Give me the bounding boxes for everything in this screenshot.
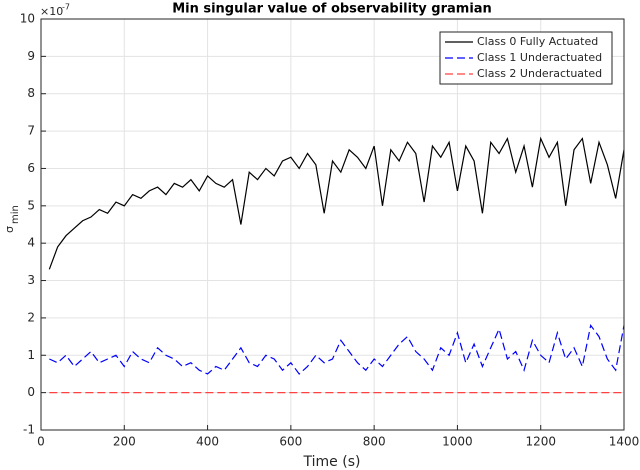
y-tick-label: 9 (27, 49, 35, 63)
y-tick-label: 3 (27, 273, 35, 287)
legend-label: Class 0 Fully Actuated (477, 35, 598, 48)
x-tick-label: 200 (113, 435, 136, 449)
chart-title: Min singular value of observability gram… (172, 2, 492, 17)
y-tick-label: 4 (27, 236, 35, 250)
legend-box (439, 31, 613, 85)
plot-area (41, 19, 624, 430)
x-tick-label: 1000 (442, 435, 473, 449)
legend: Class 0 Fully Actuated Class 1 Underactua… (439, 31, 613, 85)
y-tick-label: 10 (20, 12, 35, 26)
legend-label: Class 2 Underactuated (477, 67, 602, 80)
x-axis-label: Time (s) (303, 454, 361, 470)
x-tick-label: 400 (196, 435, 219, 449)
y-exponent-base: ×10 (40, 5, 63, 18)
y-tick-label: 2 (27, 310, 35, 324)
y-tick-label: -1 (23, 423, 35, 437)
x-tick-label: 1200 (525, 435, 556, 449)
data-line (49, 323, 625, 375)
y-tick-label: 6 (27, 161, 35, 175)
y-exponent: -7 (62, 3, 70, 12)
x-tick-label: 800 (363, 435, 386, 449)
x-tick-label: 600 (279, 435, 302, 449)
y-axis-label: σ min (3, 205, 21, 233)
y-tick-label: 8 (27, 86, 35, 100)
x-tick-label: 0 (37, 435, 45, 449)
data-line (48, 136, 625, 270)
y-label-symbol: σ (3, 226, 16, 233)
axes-box (40, 18, 625, 431)
legend-label: Class 1 Underactuated (477, 51, 602, 64)
x-tick-label: 1400 (609, 435, 640, 449)
y-tick-label: 1 (27, 348, 35, 362)
y-tick-label: 7 (27, 124, 35, 138)
y-tick-label: 5 (27, 198, 35, 212)
y-label-subscript: min (10, 205, 21, 224)
y-tick-label: 0 (27, 385, 35, 399)
